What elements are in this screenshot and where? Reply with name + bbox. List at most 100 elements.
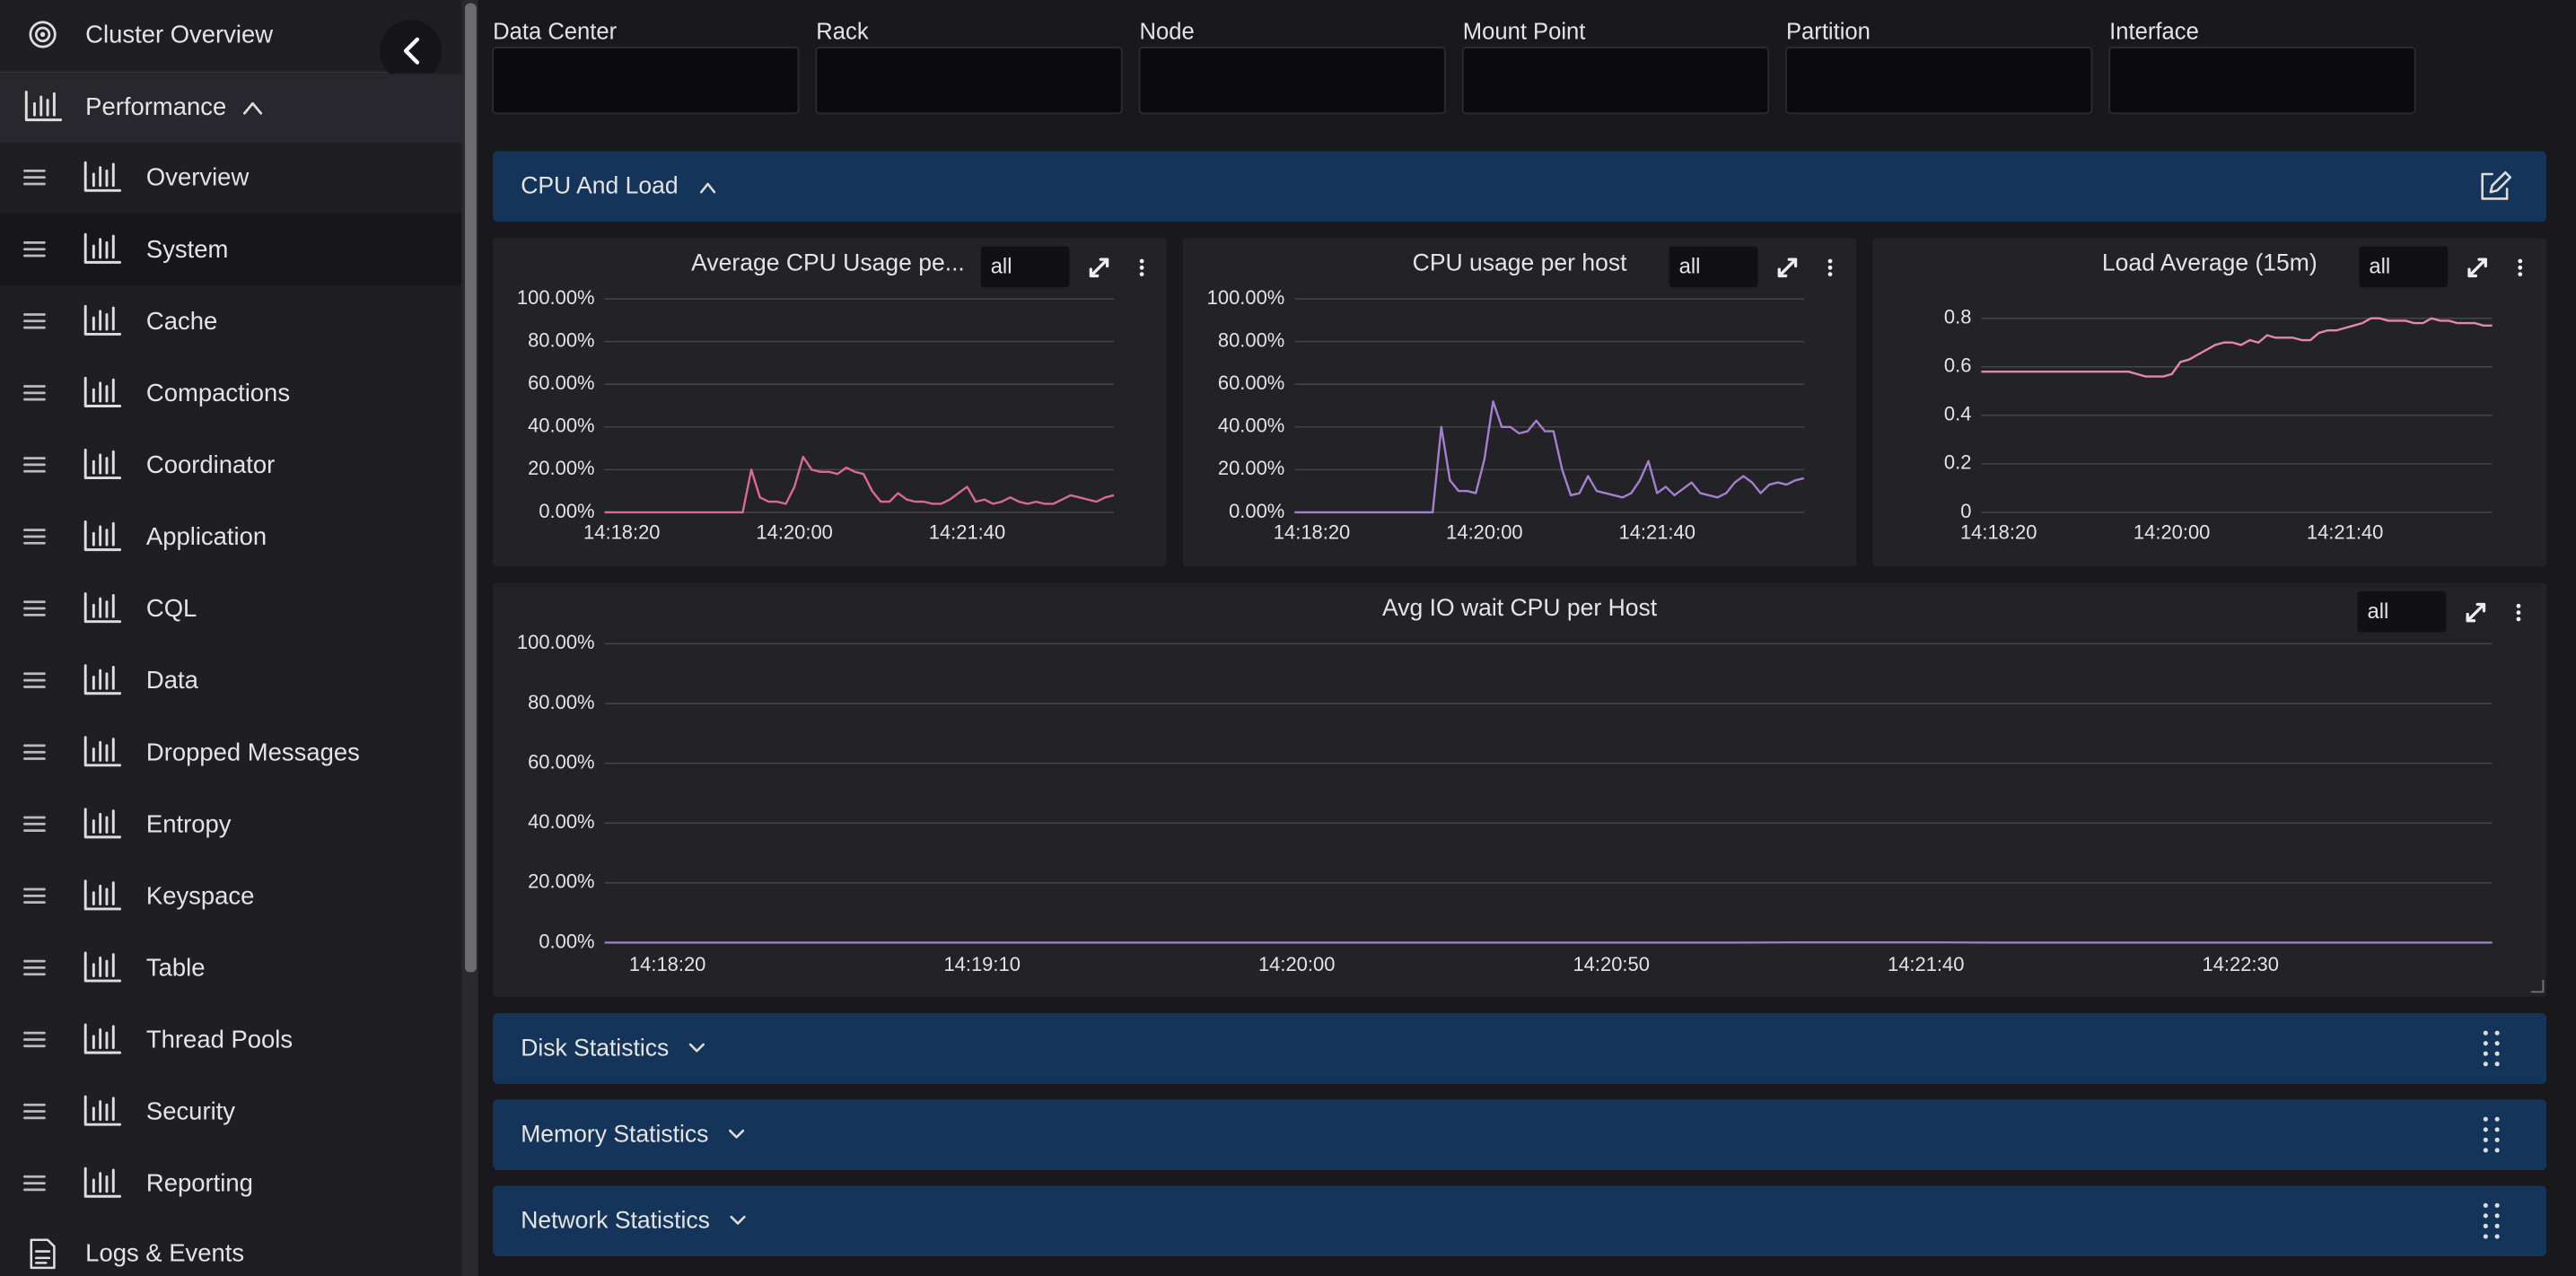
y-tick-label: 60.00% — [528, 750, 594, 773]
nav-item[interactable]: CQL — [146, 594, 197, 622]
filter-input[interactable] — [2109, 48, 2414, 113]
x-tick-label: 14:22:30 — [2203, 953, 2279, 975]
nav-item[interactable]: Cluster Overview — [85, 21, 273, 48]
nav-item[interactable]: Compactions — [146, 379, 290, 406]
nav-item[interactable]: Reporting — [146, 1169, 253, 1197]
nav-item[interactable]: System — [146, 235, 228, 263]
filter-input[interactable] — [1463, 48, 1768, 113]
drag-handle-dot[interactable] — [2484, 1041, 2488, 1045]
drag-handle-dot[interactable] — [2484, 1138, 2488, 1142]
drag-handle-dot[interactable] — [2484, 1117, 2488, 1122]
menu-dot[interactable] — [1140, 272, 1144, 276]
nav-item[interactable]: Data — [146, 666, 199, 694]
scrollbar-thumb[interactable] — [465, 4, 477, 973]
panel-title: Load Average (15m) — [2102, 249, 2318, 276]
filter-label: Partition — [1786, 19, 1871, 44]
nav-item[interactable]: Table — [146, 953, 206, 981]
drag-handle-dot[interactable] — [2495, 1148, 2500, 1152]
drag-handle-dot[interactable] — [2495, 1213, 2500, 1218]
menu-dot[interactable] — [2517, 610, 2521, 615]
menu-dot[interactable] — [2518, 266, 2522, 270]
y-tick-label: 20.00% — [528, 870, 594, 893]
drag-handle-dot[interactable] — [2484, 1062, 2488, 1066]
sidebar — [0, 0, 461, 1276]
nav-item[interactable]: Dropped Messages — [146, 738, 360, 765]
y-tick-label: 0.8 — [1944, 306, 1972, 328]
y-tick-label: 0.00% — [1229, 500, 1284, 522]
drag-handle-dot[interactable] — [2495, 1234, 2500, 1238]
nav-item[interactable]: Logs & Events — [85, 1238, 244, 1266]
y-tick-label: 80.00% — [1218, 328, 1284, 351]
drag-handle-dot[interactable] — [2495, 1224, 2500, 1228]
filter-label: Node — [1140, 19, 1195, 44]
drag-handle-dot[interactable] — [2495, 1117, 2500, 1122]
menu-dot[interactable] — [2517, 617, 2521, 622]
drag-handle-dot[interactable] — [2484, 1234, 2488, 1238]
group-title: Network Statistics — [521, 1207, 710, 1234]
group-header[interactable] — [493, 151, 2546, 222]
menu-dot[interactable] — [1140, 259, 1144, 264]
x-tick-label: 14:21:40 — [1888, 953, 1964, 975]
panel — [1873, 238, 2546, 566]
group-header[interactable] — [493, 1099, 2546, 1170]
drag-handle-dot[interactable] — [2484, 1213, 2488, 1218]
menu-dot[interactable] — [1828, 266, 1833, 270]
x-tick-label: 14:18:20 — [583, 521, 660, 544]
y-tick-label: 60.00% — [528, 371, 594, 394]
nav-item[interactable]: Security — [146, 1097, 235, 1125]
y-tick-label: 0.2 — [1944, 451, 1972, 474]
panel-title: CPU usage per host — [1413, 249, 1627, 276]
filter-input[interactable] — [1786, 48, 2091, 113]
nav-section — [0, 74, 461, 143]
menu-dot[interactable] — [1140, 266, 1144, 270]
y-tick-label: 80.00% — [528, 691, 594, 713]
x-tick-label: 14:21:40 — [1619, 521, 1695, 544]
drag-handle-dot[interactable] — [2495, 1127, 2500, 1132]
x-tick-label: 14:20:50 — [1573, 953, 1649, 975]
y-tick-label: 100.00% — [517, 631, 595, 653]
group-header[interactable] — [493, 1013, 2546, 1084]
menu-dot[interactable] — [2517, 604, 2521, 608]
x-tick-label: 14:20:00 — [1258, 953, 1335, 975]
drag-handle-dot[interactable] — [2495, 1041, 2500, 1045]
filter-input[interactable] — [493, 48, 798, 113]
nav-item[interactable]: Entropy — [146, 809, 232, 837]
y-tick-label: 40.00% — [528, 415, 594, 437]
drag-handle-dot[interactable] — [2484, 1224, 2488, 1228]
menu-dot[interactable] — [1828, 259, 1833, 264]
x-tick-label: 14:20:00 — [1446, 521, 1522, 544]
nav-item[interactable]: Coordinator — [146, 450, 275, 478]
x-tick-label: 14:18:20 — [629, 953, 705, 975]
y-tick-label: 20.00% — [528, 457, 594, 479]
drag-handle-dot[interactable] — [2484, 1203, 2488, 1208]
menu-dot[interactable] — [1828, 272, 1833, 276]
drag-handle-dot[interactable] — [2484, 1127, 2488, 1132]
filter-input[interactable] — [1140, 48, 1445, 113]
group-title: Disk Statistics — [521, 1034, 669, 1061]
nav-item[interactable]: Thread Pools — [146, 1026, 293, 1053]
drag-handle-dot[interactable] — [2484, 1148, 2488, 1152]
group-header[interactable] — [493, 1185, 2546, 1256]
drag-handle-dot[interactable] — [2495, 1203, 2500, 1208]
y-tick-label: 40.00% — [1218, 415, 1284, 437]
drag-handle-dot[interactable] — [2495, 1138, 2500, 1142]
filter-input[interactable] — [816, 48, 1121, 113]
group-title: CPU And Load — [521, 172, 678, 199]
drag-handle-dot[interactable] — [2495, 1031, 2500, 1036]
drag-handle-dot[interactable] — [2495, 1052, 2500, 1056]
menu-dot[interactable] — [2518, 272, 2522, 276]
drag-handle-dot[interactable] — [2484, 1052, 2488, 1056]
filter-label: Data Center — [493, 19, 618, 44]
nav-item[interactable]: Keyspace — [146, 881, 255, 909]
nav-item[interactable]: Overview — [146, 163, 250, 191]
nav-item[interactable]: Application — [146, 522, 267, 550]
filter-label: Interface — [2109, 19, 2199, 44]
collapse-button[interactable] — [380, 20, 442, 83]
nav-section-label[interactable]: Performance — [85, 92, 226, 120]
y-tick-label: 0 — [1960, 500, 1971, 522]
nav-item[interactable]: Cache — [146, 307, 217, 335]
drag-handle-dot[interactable] — [2484, 1031, 2488, 1036]
menu-dot[interactable] — [2518, 259, 2522, 264]
drag-handle-dot[interactable] — [2495, 1062, 2500, 1066]
